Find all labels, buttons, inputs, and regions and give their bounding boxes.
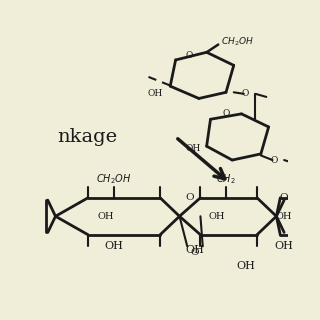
Text: O: O xyxy=(191,248,199,257)
Text: O: O xyxy=(270,156,278,164)
Text: nkage: nkage xyxy=(57,128,117,146)
Text: OH: OH xyxy=(104,241,123,251)
Text: O: O xyxy=(185,193,194,202)
Text: OH: OH xyxy=(236,260,255,270)
Text: OH: OH xyxy=(276,212,292,221)
Text: O: O xyxy=(280,193,288,202)
Text: O: O xyxy=(222,109,230,118)
Text: OH: OH xyxy=(98,212,114,221)
Text: $CH_2OH$: $CH_2OH$ xyxy=(96,172,132,186)
Text: OH: OH xyxy=(147,89,162,98)
Text: $CH_2$: $CH_2$ xyxy=(216,172,236,186)
Text: OH: OH xyxy=(275,241,293,251)
Text: OH: OH xyxy=(186,245,204,255)
Text: OH: OH xyxy=(186,144,201,153)
Text: O: O xyxy=(242,89,249,98)
Text: $CH_2OH$: $CH_2OH$ xyxy=(221,36,254,49)
Text: OH: OH xyxy=(208,212,225,221)
Text: O: O xyxy=(186,51,193,60)
